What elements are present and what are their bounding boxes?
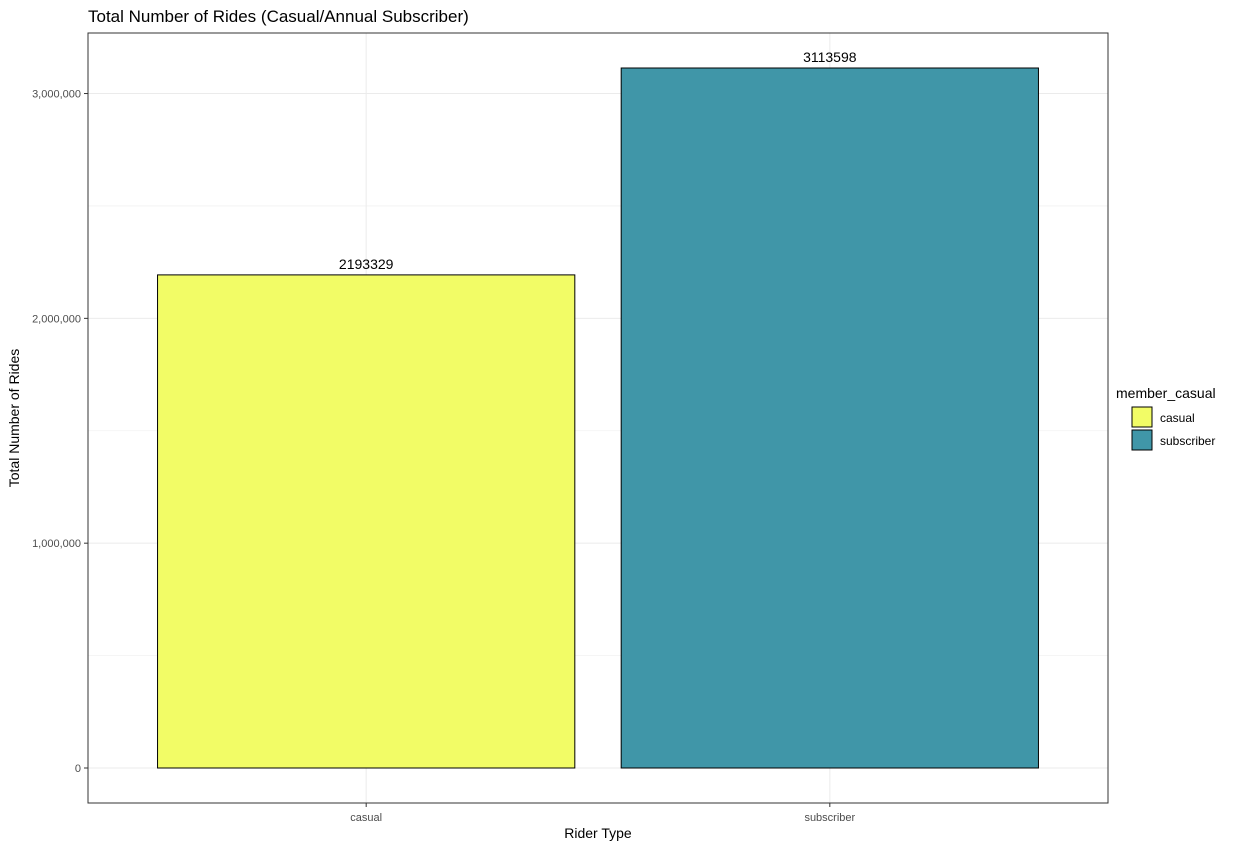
y-axis-title: Total Number of Rides: [6, 349, 22, 488]
legend: member_casual casual subscriber: [1116, 385, 1216, 451]
data-labels: 2193329 3113598: [339, 49, 857, 272]
x-tick-label-subscriber: subscriber: [804, 812, 855, 824]
data-label-casual: 2193329: [339, 256, 394, 272]
bar-casual: [157, 274, 576, 769]
x-axis: casual subscriber: [350, 803, 856, 824]
legend-key-casual: [1131, 406, 1153, 428]
x-tick-label-casual: casual: [350, 812, 382, 824]
y-tick-label: 3,000,000: [32, 89, 81, 101]
legend-label-casual: casual: [1160, 411, 1195, 425]
data-label-subscriber: 3113598: [803, 49, 857, 65]
chart-title: Total Number of Rides (Casual/Annual Sub…: [88, 7, 469, 26]
x-axis-title: Rider Type: [564, 825, 632, 841]
bar-subscriber: [620, 67, 1039, 769]
y-tick-label: 1,000,000: [32, 538, 81, 550]
y-tick-label: 0: [75, 763, 81, 775]
legend-key-subscriber: [1131, 429, 1153, 451]
legend-title: member_casual: [1116, 385, 1216, 401]
bars: [157, 67, 1039, 769]
plot-panel-border: [87, 32, 1109, 804]
y-tick-label: 2,000,000: [32, 313, 81, 325]
y-axis: 0 1,000,000 2,000,000 3,000,000: [32, 89, 88, 775]
legend-label-subscriber: subscriber: [1160, 434, 1215, 448]
